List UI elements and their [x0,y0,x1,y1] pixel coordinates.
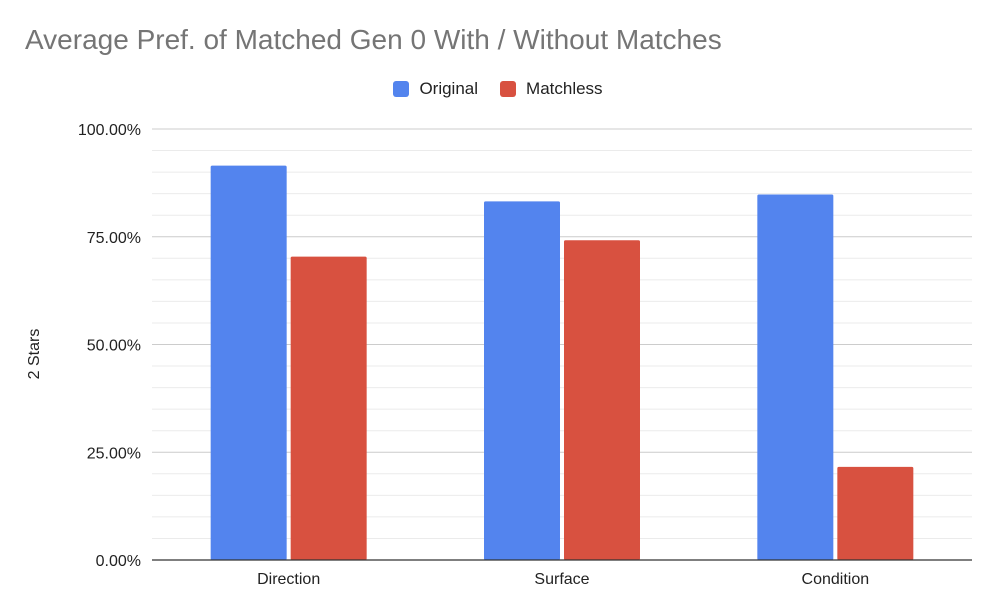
legend-swatch-original [393,81,410,97]
bar-original-condition [757,194,834,560]
legend-item-original[interactable]: Original [393,79,478,99]
bar-matchless-direction [290,256,367,560]
legend: Original Matchless [0,78,996,100]
minor-gridlines [152,150,972,539]
bar-original-direction [210,165,287,560]
category-labels: Direction Surface Condition [257,571,869,588]
legend-label-matchless: Matchless [526,79,603,98]
category-label: Direction [257,571,320,588]
y-tick-label: 75.00% [87,230,141,247]
y-tick-labels: 0.00% 25.00% 50.00% 75.00% 100.00% [78,122,141,570]
bar-original-surface [484,201,560,560]
legend-swatch-matchless [500,81,517,97]
category-label: Surface [534,571,589,588]
bars [210,165,914,560]
bar-matchless-condition [837,466,914,560]
y-axis-title: 2 Stars [26,329,43,380]
y-tick-label: 100.00% [78,122,141,139]
chart-title: Average Pref. of Matched Gen 0 With / Wi… [25,24,722,55]
legend-label-original: Original [419,79,479,98]
category-label: Condition [802,571,870,588]
y-tick-label: 25.00% [87,445,141,462]
major-gridlines [152,128,972,453]
bar-matchless-surface [564,240,640,560]
legend-item-matchless[interactable]: Matchless [500,79,603,99]
y-tick-label: 50.00% [87,338,141,355]
y-tick-label: 0.00% [96,553,141,570]
